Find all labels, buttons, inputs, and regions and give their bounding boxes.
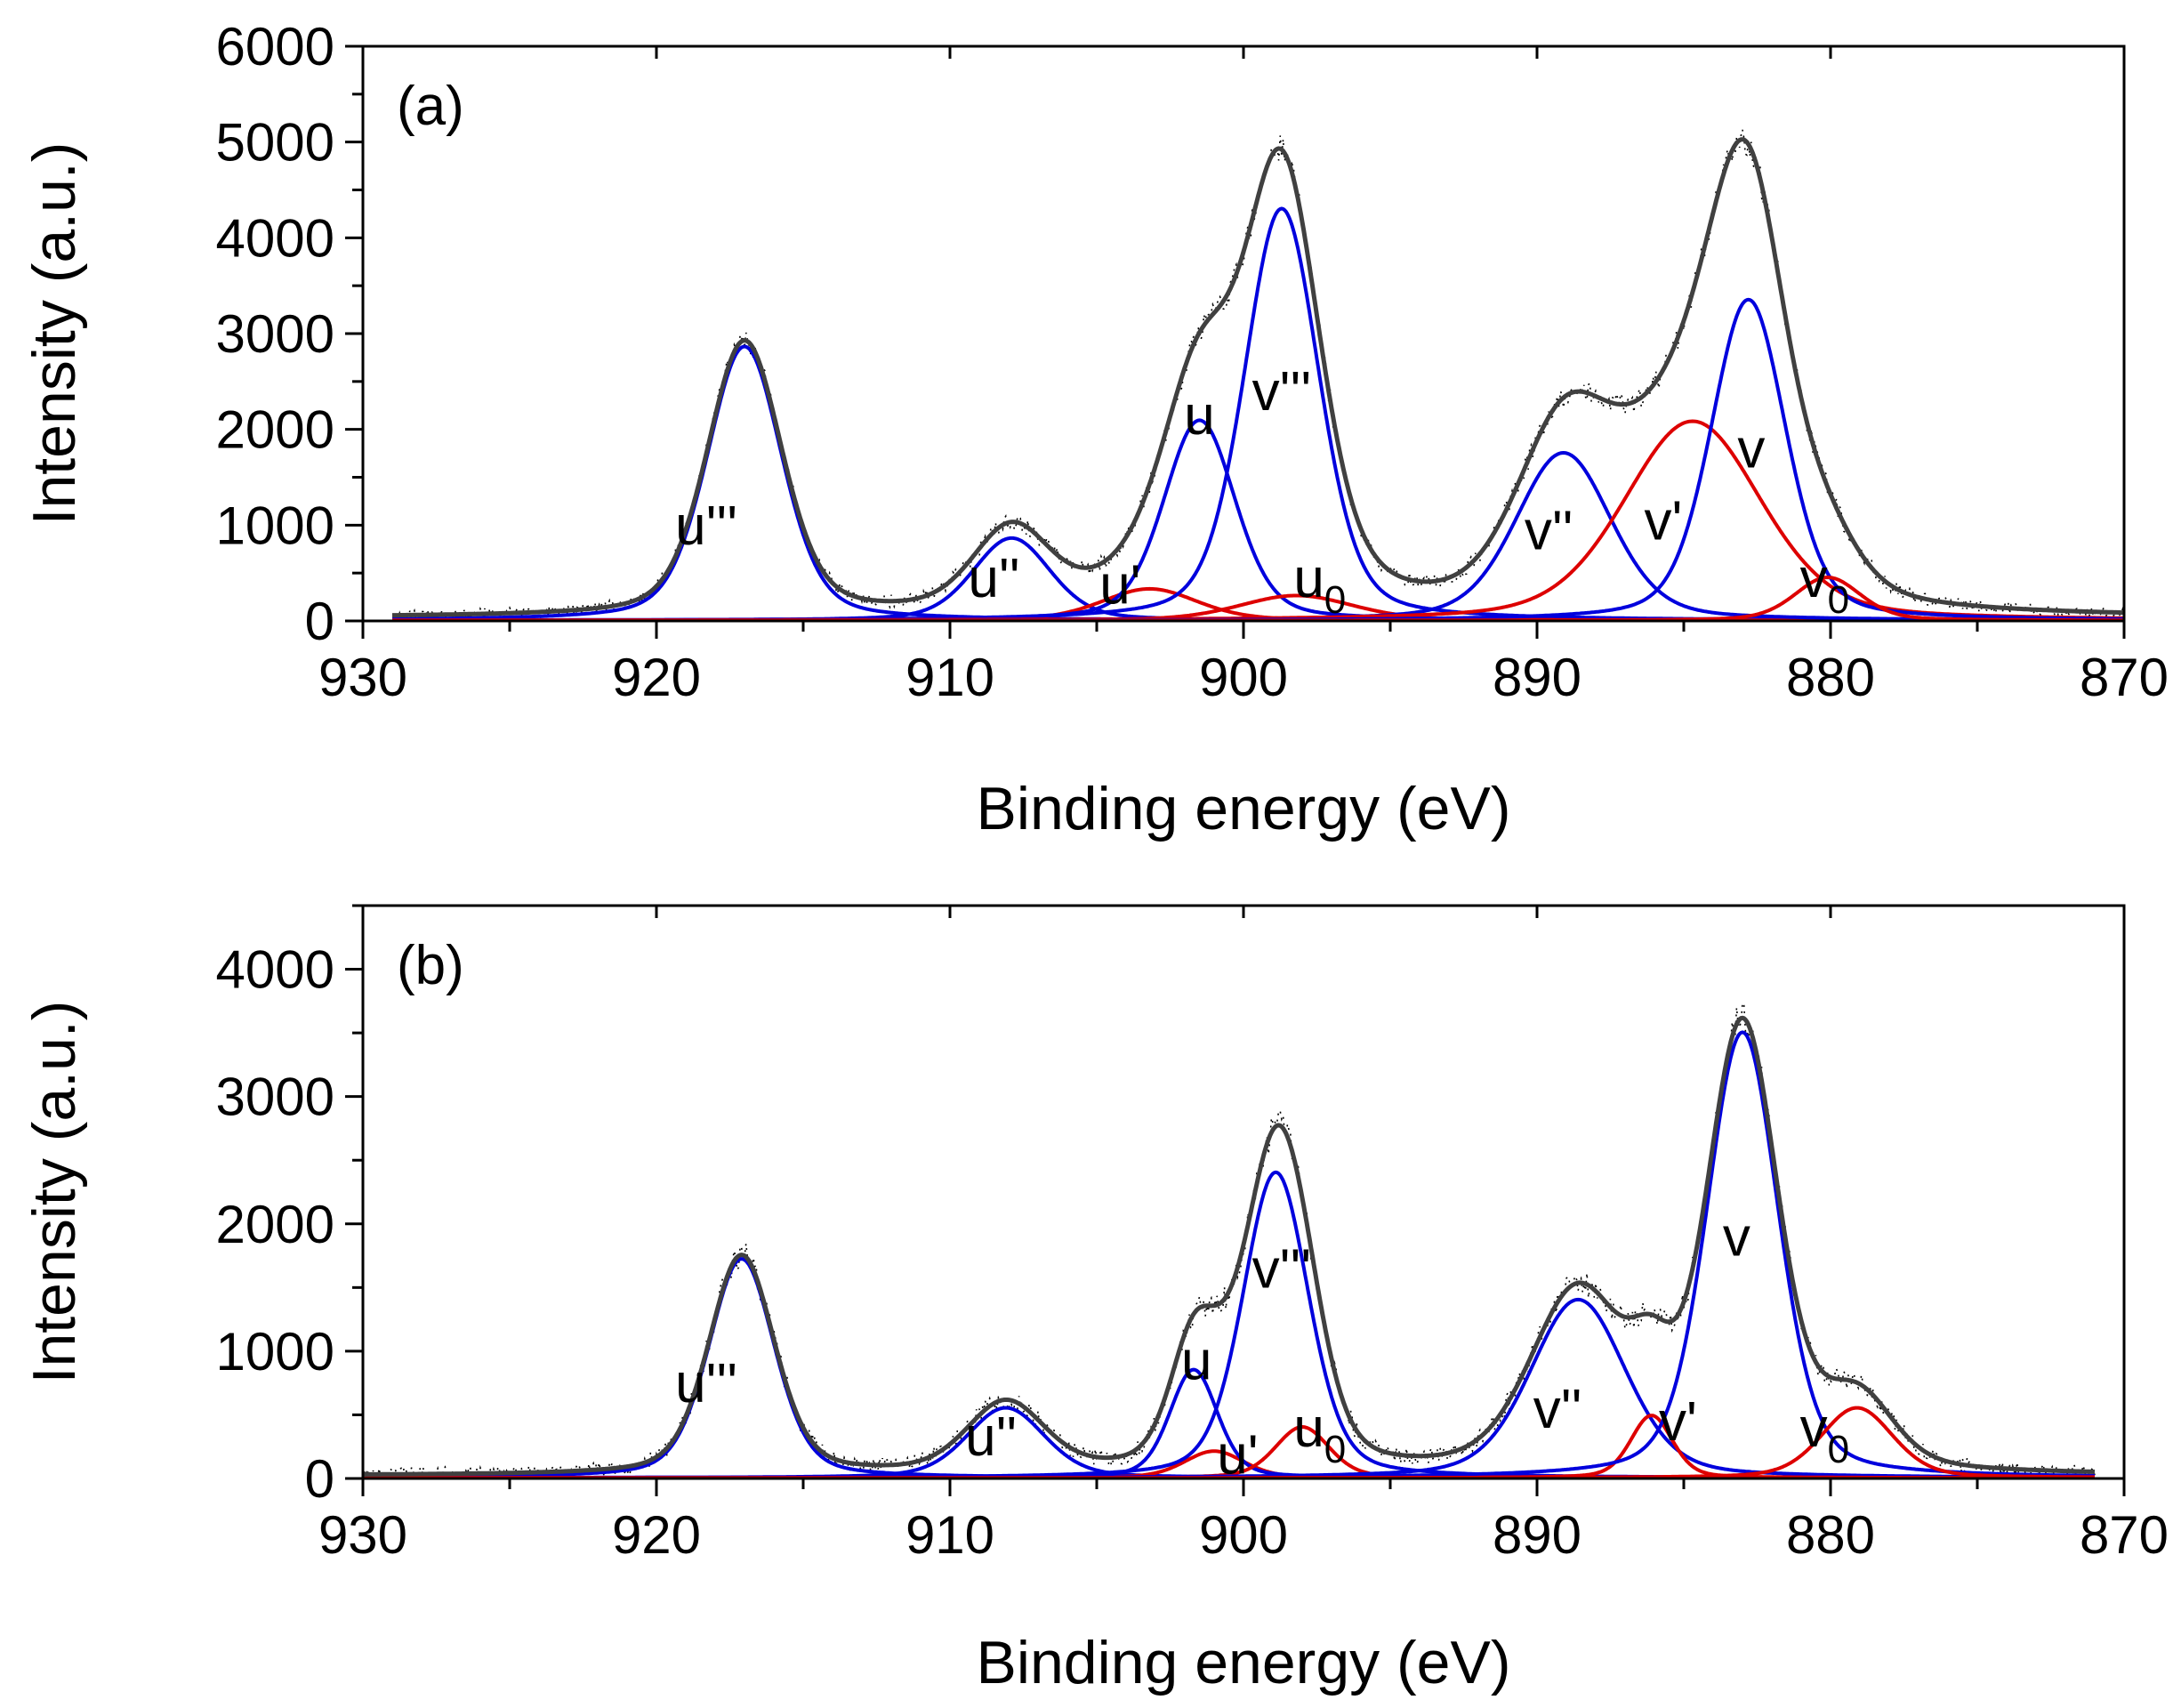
x-tick-label: 870 — [2080, 648, 2169, 707]
y-tick-label: 0 — [305, 592, 334, 651]
x-tick-label: 900 — [1199, 648, 1288, 707]
peak-label-text: v''' — [1252, 1238, 1312, 1300]
peak-label-upp: u'' — [968, 548, 1019, 609]
peak-label-v: v — [1737, 419, 1765, 480]
peak-label-text: v'' — [1525, 500, 1573, 561]
peak-label-vp: v' — [1644, 490, 1682, 552]
y-tick-label: 5000 — [216, 113, 334, 173]
peak-label-up: u' — [1217, 1424, 1258, 1486]
peak-label-up: u' — [1099, 555, 1140, 616]
peak-label-subscript: 0 — [1324, 578, 1346, 622]
panel-b: 930 920 910 900 890 880 870 0 1000 2000 3000 4000 Bi… — [20, 904, 2169, 1696]
peak-label-uppp: u''' — [675, 495, 737, 557]
peak-label-subscript: 0 — [1828, 1428, 1849, 1471]
x-axis-title: Binding energy (eV) — [976, 775, 1510, 842]
x-tick-label: 910 — [905, 648, 994, 707]
panel-label: (a) — [397, 76, 464, 137]
component-peak-v — [391, 297, 2124, 621]
peak-label-text: v — [1723, 1207, 1750, 1269]
component-peak-v0 — [391, 576, 2124, 621]
y-tick-label: 4000 — [216, 940, 334, 1000]
y-tick-label: 6000 — [216, 17, 334, 77]
peak-label-u: u — [1184, 385, 1214, 447]
y-tick-label: 1000 — [216, 1322, 334, 1382]
x-tick-label: 910 — [905, 1505, 994, 1565]
x-tick-label: 890 — [1493, 648, 1581, 707]
component-peak-upp — [391, 536, 2124, 621]
peak-label-u: u — [1181, 1330, 1211, 1391]
peak-label-text: v — [1800, 548, 1828, 609]
x-tick-label: 930 — [318, 648, 407, 707]
peak-label-text: u' — [1099, 555, 1140, 616]
plot-area — [363, 1001, 2096, 1478]
fitted-envelope — [363, 1015, 2096, 1477]
x-tick-label: 880 — [1786, 648, 1875, 707]
peak-label-text: u — [1184, 385, 1214, 447]
peak-label-text: u''' — [675, 1353, 737, 1414]
peak-label-u0: u0 — [1293, 1398, 1346, 1471]
peak-label-subscript: 0 — [1324, 1428, 1346, 1471]
peak-label-uppp: u''' — [675, 1353, 737, 1414]
y-tick-label: 2000 — [216, 400, 334, 460]
x-tick-label: 890 — [1493, 1505, 1581, 1565]
x-tick-label: 870 — [2080, 1505, 2169, 1565]
peak-label-text: v'' — [1533, 1379, 1582, 1440]
peak-label-upp: u'' — [965, 1406, 1017, 1468]
raw-data-series — [363, 1001, 2096, 1478]
peak-label-vpp: v'' — [1525, 500, 1573, 561]
peak-label-vppp: v''' — [1252, 361, 1312, 423]
peak-label-vp: v' — [1659, 1391, 1697, 1453]
peak-label-text: v' — [1659, 1391, 1697, 1453]
y-tick-label: 0 — [305, 1449, 334, 1509]
y-axis-title: Intensity (a.u.) — [20, 1001, 88, 1384]
peak-label-text: u''' — [675, 495, 737, 557]
peak-label-v0: v0 — [1800, 1398, 1849, 1471]
peak-label-text: u — [1293, 548, 1324, 609]
y-tick-label: 1000 — [216, 495, 334, 555]
peak-label-text: v — [1737, 419, 1765, 480]
peak-label-text: v — [1800, 1398, 1828, 1459]
peak-label-text: u'' — [965, 1406, 1017, 1468]
y-tick-label: 3000 — [216, 1068, 334, 1127]
y-tick-label: 4000 — [216, 208, 334, 268]
peak-label-vppp: v''' — [1252, 1238, 1312, 1300]
peak-label-text: u — [1293, 1398, 1324, 1459]
fitted-envelope — [391, 137, 2124, 618]
x-tick-label: 900 — [1199, 1505, 1288, 1565]
x-axis-title: Binding energy (eV) — [976, 1629, 1510, 1696]
peak-label-u0: u0 — [1293, 548, 1346, 622]
panel-label: (b) — [397, 935, 464, 996]
panel-a: 930 920 910 900 890 880 870 0 1000 2000 3000 4000 50… — [20, 17, 2169, 842]
peak-label-subscript: 0 — [1828, 578, 1849, 622]
x-tick-label: 920 — [612, 648, 701, 707]
peak-label-vpp: v'' — [1533, 1379, 1582, 1440]
component-peak-v — [363, 1030, 2096, 1478]
x-tick-label: 880 — [1786, 1505, 1875, 1565]
y-tick-label: 3000 — [216, 304, 334, 364]
peak-label-v0: v0 — [1800, 548, 1849, 622]
y-axis-title: Intensity (a.u.) — [20, 142, 88, 526]
x-tick-label: 920 — [612, 1505, 701, 1565]
peak-label-v: v — [1723, 1207, 1750, 1269]
peak-label-text: u'' — [968, 548, 1019, 609]
peak-label-text: v''' — [1252, 361, 1312, 423]
plot-frame — [361, 904, 2126, 1480]
plot-frame — [361, 44, 2126, 623]
x-tick-label: 930 — [318, 1505, 407, 1565]
peak-label-text: v' — [1644, 490, 1682, 552]
y-tick-label: 2000 — [216, 1195, 334, 1254]
peak-label-text: u — [1181, 1330, 1211, 1391]
peak-label-text: u' — [1217, 1424, 1258, 1486]
